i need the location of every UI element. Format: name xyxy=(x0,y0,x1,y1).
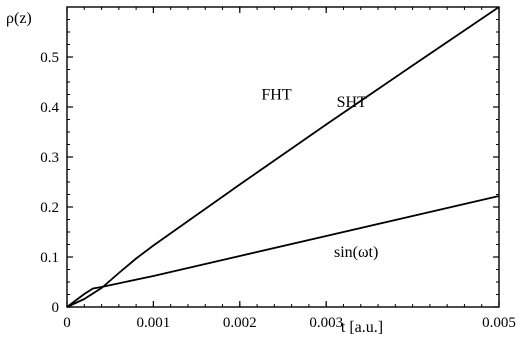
x-tick-label: 0.003 xyxy=(309,315,343,331)
series-annotation: SHT xyxy=(337,94,367,111)
y-tick-label: 0.2 xyxy=(40,200,59,216)
series-annotation: FHT xyxy=(261,87,291,104)
annotations: FHT SHT sin(ωt) xyxy=(261,87,378,262)
x-tick-label: 0.005 xyxy=(482,315,516,331)
y-tick-label: 0.4 xyxy=(40,100,59,116)
x-tick-label: 0.002 xyxy=(223,315,257,331)
y-tick-label: 0 xyxy=(52,300,60,316)
y-tick-label: 0.1 xyxy=(40,250,59,266)
ticks: 0 0.001 0.002 0.003 0.005 0 0.1 0.2 0.3 0.4 0.5 xyxy=(40,7,516,331)
x-axis-label: t [a.u.] xyxy=(341,319,383,336)
series-line-1 xyxy=(67,7,499,307)
x-tick-label: 0.001 xyxy=(137,315,171,331)
y-tick-label: 0.5 xyxy=(40,50,59,66)
y-axis-label: ρ(z) xyxy=(6,10,32,27)
y-tick-label: 0.3 xyxy=(40,150,59,166)
series-line-2 xyxy=(67,196,499,307)
series-annotation: sin(ωt) xyxy=(334,244,378,261)
x-tick-label: 0 xyxy=(63,315,71,331)
series-lines xyxy=(67,7,499,307)
